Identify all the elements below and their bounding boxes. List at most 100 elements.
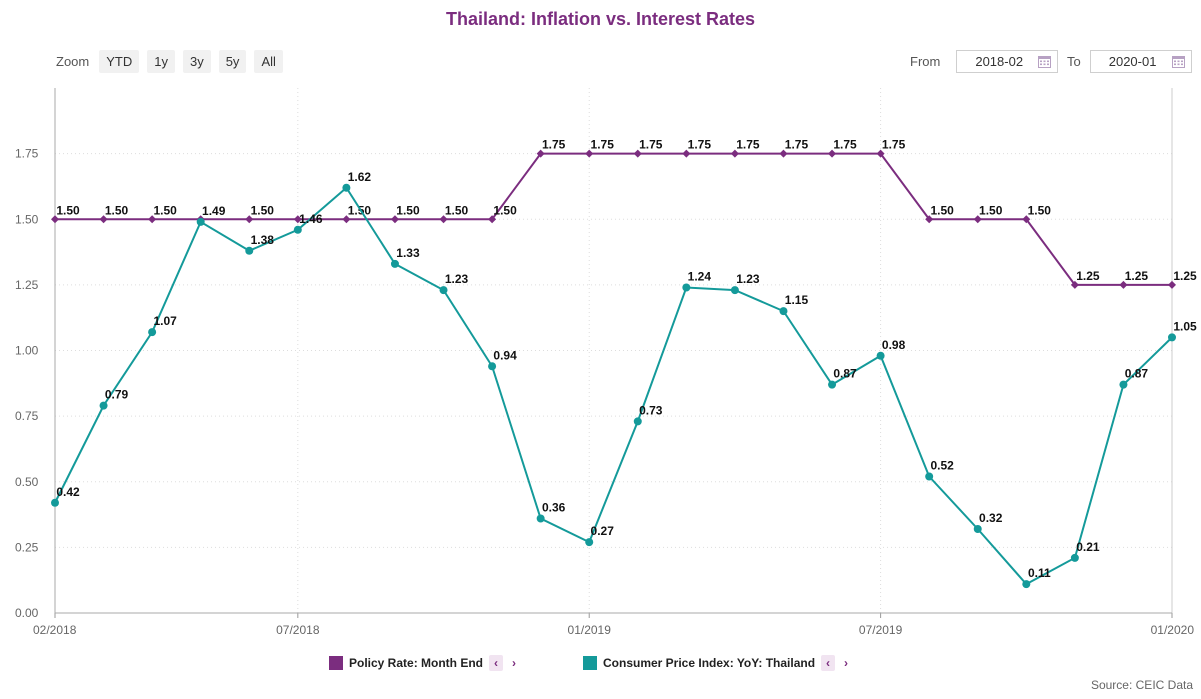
data-point xyxy=(585,538,594,547)
data-label: 1.46 xyxy=(299,212,323,226)
y-tick-label: 0.00 xyxy=(15,606,39,620)
chevron-right-icon[interactable]: › xyxy=(512,656,517,670)
calendar-icon[interactable] xyxy=(1171,55,1185,68)
data-point xyxy=(779,307,788,316)
data-point xyxy=(682,283,691,292)
y-tick-label: 1.75 xyxy=(15,147,39,161)
data-point xyxy=(633,417,642,426)
data-point xyxy=(51,498,59,507)
data-point xyxy=(682,149,691,158)
data-point xyxy=(390,259,399,268)
to-date-input[interactable]: 2020-01 xyxy=(1089,50,1192,73)
y-tick-label: 0.75 xyxy=(15,409,39,423)
zoom-5y-button[interactable]: 5y xyxy=(218,50,247,73)
legend-item-cpi[interactable]: Consumer Price Index: YoY: Thailand ‹ › xyxy=(583,655,853,671)
data-label: 1.50 xyxy=(930,203,954,217)
data-label: 1.50 xyxy=(493,203,517,217)
legend-item-policy-rate[interactable]: Policy Rate: Month End ‹ › xyxy=(329,655,521,671)
data-point xyxy=(633,149,642,158)
x-tick-label: 07/2018 xyxy=(276,623,320,637)
data-point xyxy=(828,380,837,389)
data-label: 1.50 xyxy=(348,203,372,217)
data-label: 1.25 xyxy=(1125,269,1149,283)
data-label: 1.75 xyxy=(542,138,566,152)
data-label: 1.50 xyxy=(251,203,275,217)
chart-title: Thailand: Inflation vs. Interest Rates xyxy=(445,9,756,29)
data-point xyxy=(390,215,399,224)
data-point xyxy=(876,351,885,360)
data-point xyxy=(293,225,302,234)
zoom-label: Zoom xyxy=(56,54,90,69)
data-label: 0.36 xyxy=(542,501,566,515)
data-point xyxy=(293,215,302,224)
data-label: 1.25 xyxy=(1076,269,1100,283)
zoom-ytd-button[interactable]: YTD xyxy=(99,50,140,73)
data-point xyxy=(1070,553,1079,562)
data-point xyxy=(439,215,448,224)
data-point xyxy=(342,183,351,192)
data-point xyxy=(536,149,545,158)
data-point xyxy=(439,286,448,295)
data-label: 1.07 xyxy=(153,314,177,328)
zoom-3y-button[interactable]: 3y xyxy=(182,50,211,73)
source-note: Source: CEIC Data xyxy=(1090,678,1193,692)
data-point xyxy=(876,149,885,158)
data-point xyxy=(1022,215,1031,224)
data-label: 1.75 xyxy=(688,138,712,152)
data-label: 1.23 xyxy=(445,272,469,286)
zoom-controls: Zoom YTD 1y 3y 5y All xyxy=(56,50,283,73)
data-label: 0.42 xyxy=(56,485,80,499)
chevron-left-icon[interactable]: ‹ xyxy=(821,655,836,671)
from-date-value: 2018-02 xyxy=(975,54,1024,69)
data-point xyxy=(148,328,157,337)
data-label: 0.11 xyxy=(1028,566,1051,580)
y-tick-label: 1.00 xyxy=(15,344,39,358)
data-point xyxy=(1119,380,1128,389)
data-label: 0.94 xyxy=(493,348,517,362)
data-label: 1.50 xyxy=(979,203,1003,217)
data-label: 1.75 xyxy=(591,138,615,152)
data-label: 1.50 xyxy=(105,203,129,217)
data-point xyxy=(1070,280,1079,289)
chevron-left-icon[interactable]: ‹ xyxy=(489,655,504,671)
data-point xyxy=(925,215,934,224)
range-from: From 2018-02 xyxy=(910,50,1059,73)
range-to: To 2020-01 xyxy=(1067,50,1192,73)
data-point xyxy=(828,149,837,158)
data-label: 0.52 xyxy=(930,459,954,473)
data-point xyxy=(196,217,205,226)
data-label: 1.50 xyxy=(153,203,177,217)
data-label: 1.15 xyxy=(785,293,809,307)
data-label: 1.50 xyxy=(56,203,80,217)
to-label: To xyxy=(1067,54,1081,69)
data-label: 1.75 xyxy=(882,138,906,152)
legend-label-cpi: Consumer Price Index: YoY: Thailand xyxy=(603,656,816,670)
data-point xyxy=(730,286,739,295)
y-tick-label: 0.25 xyxy=(15,540,39,554)
data-label: 1.75 xyxy=(639,138,663,152)
y-tick-label: 1.50 xyxy=(15,212,39,226)
series-line-policy-rate xyxy=(55,152,1172,286)
data-label: 1.23 xyxy=(736,272,760,286)
from-date-input[interactable]: 2018-02 xyxy=(956,50,1059,73)
to-date-value: 2020-01 xyxy=(1108,54,1157,69)
zoom-1y-button[interactable]: 1y xyxy=(147,50,175,73)
data-point xyxy=(585,149,594,158)
data-label: 0.21 xyxy=(1076,540,1100,554)
data-point xyxy=(779,149,788,158)
calendar-icon[interactable] xyxy=(1038,55,1052,68)
data-label: 0.27 xyxy=(591,524,615,538)
data-label: 1.62 xyxy=(348,170,372,184)
data-point xyxy=(1168,333,1176,342)
x-tick-label: 01/2020 xyxy=(1151,623,1195,637)
data-label: 0.79 xyxy=(105,388,129,402)
from-label: From xyxy=(910,54,941,69)
legend-swatch-cpi xyxy=(583,656,597,670)
data-label: 1.50 xyxy=(445,203,469,217)
data-point xyxy=(342,215,351,224)
data-label: 1.49 xyxy=(202,204,226,218)
data-label: 1.75 xyxy=(785,138,809,152)
chevron-right-icon[interactable]: › xyxy=(844,656,849,670)
zoom-all-button[interactable]: All xyxy=(254,50,283,73)
